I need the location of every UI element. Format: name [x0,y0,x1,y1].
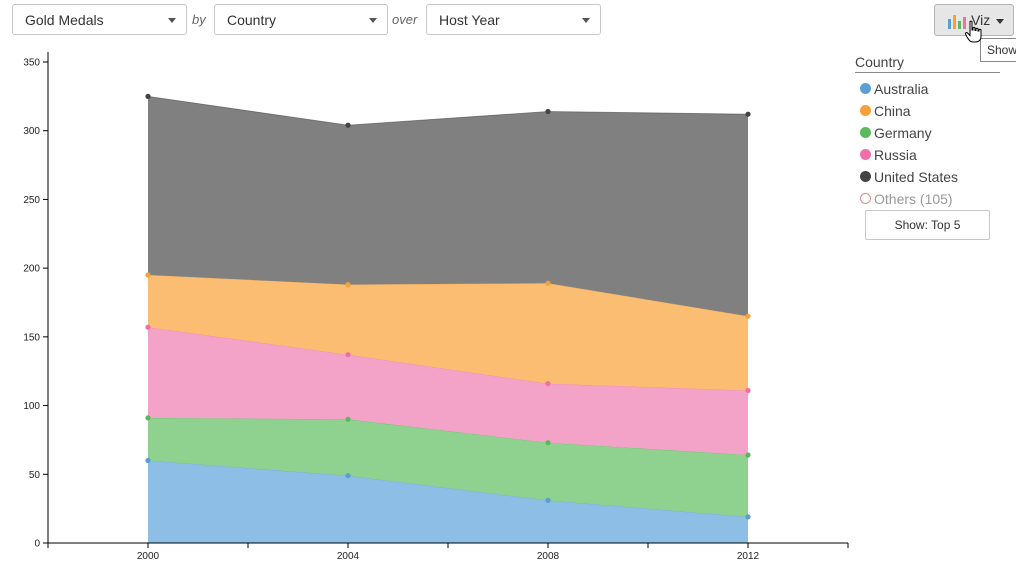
point-china-2012 [745,313,751,319]
y-tick-label: 50 [29,470,41,481]
point-australia-2004 [345,473,351,479]
legend-label: Australia [874,81,929,97]
chart-points [145,93,751,520]
area-germany [148,417,748,517]
area-united-states [148,96,748,317]
legend-label: United States [874,169,959,185]
point-united-states-2012 [745,111,751,117]
x-tick-label: 2008 [537,551,560,562]
x-tick-label: 2004 [337,551,360,562]
legend-item-australia[interactable]: Australia [855,79,1000,101]
measure-dropdown[interactable]: Gold Medals [12,4,187,35]
y-axis: 0 50 100 150 200 250 300 350 [23,52,49,550]
viz-button-label: Viz [971,12,991,28]
y-tick-label: 250 [23,195,40,206]
chevron-down-icon [369,18,377,23]
legend-label: Germany [874,125,932,141]
show-top-button[interactable]: Show: Top 5 [865,210,990,240]
bar-chart-icon [948,15,966,29]
over-label: over [392,12,418,27]
area-russia [148,327,748,455]
legend-dot-icon [860,127,871,138]
measure-dropdown-value: Gold Medals [25,12,104,28]
point-germany-2000 [145,415,151,421]
group-dropdown[interactable]: Country [214,4,388,35]
legend-dot-icon [860,105,871,116]
legend-dot-icon [860,171,871,182]
point-russia-2012 [745,387,751,394]
point-china-2000 [145,272,151,278]
chart-areas [147,96,749,543]
point-australia-2012 [745,514,751,520]
y-tick-label: 300 [23,126,40,137]
line-united-states [147,96,749,126]
chevron-down-icon [996,19,1004,24]
area-china [148,275,748,391]
legend-item-russia[interactable]: Russia [855,145,1000,167]
legend-dot-icon [860,149,871,160]
time-dropdown-value: Host Year [439,12,500,28]
point-russia-2004 [345,352,351,358]
area-australia [148,460,748,543]
hand-cursor-icon [964,20,982,43]
y-tick-label: 100 [23,401,40,412]
point-germany-2012 [745,452,751,458]
legend-title: Country [855,54,1000,73]
x-tick-label: 2012 [737,551,760,562]
stacked-area-chart: 0 50 100 150 200 250 300 350 2000 2004 2008 2012 [23,52,849,562]
tooltip: Show [980,38,1016,62]
point-australia-2008 [545,497,551,503]
point-australia-2000 [145,457,151,464]
legend-label: Russia [874,147,917,163]
chevron-down-icon [582,18,590,23]
legend-dot-outline-icon [860,193,871,204]
x-axis: 2000 2004 2008 2012 [47,542,849,562]
point-united-states-2004 [345,122,351,128]
legend: Country Australia China Germany Russia U… [855,54,1000,240]
y-tick-label: 350 [23,58,40,69]
point-china-2004 [345,282,351,288]
legend-dot-icon [860,83,871,94]
legend-label: China [874,103,911,119]
point-united-states-2008 [545,108,551,115]
y-tick-label: 200 [23,264,40,275]
legend-item-united-states[interactable]: United States [855,167,1000,189]
y-tick-label: 150 [23,332,40,343]
point-russia-2008 [545,381,551,387]
legend-label: Others (105) [874,191,953,207]
point-china-2008 [545,280,551,286]
by-label: by [192,12,206,27]
point-germany-2004 [345,416,351,422]
legend-item-china[interactable]: China [855,101,1000,123]
chevron-down-icon [168,18,176,23]
y-tick-label: 0 [34,539,40,550]
group-dropdown-value: Country [227,12,277,28]
legend-item-others[interactable]: Others (105) [855,189,1000,211]
point-russia-2000 [145,324,151,330]
point-united-states-2000 [145,93,151,99]
legend-item-germany[interactable]: Germany [855,123,1000,145]
x-tick-label: 2000 [137,551,160,562]
time-dropdown[interactable]: Host Year [426,4,601,35]
point-germany-2008 [545,440,551,446]
